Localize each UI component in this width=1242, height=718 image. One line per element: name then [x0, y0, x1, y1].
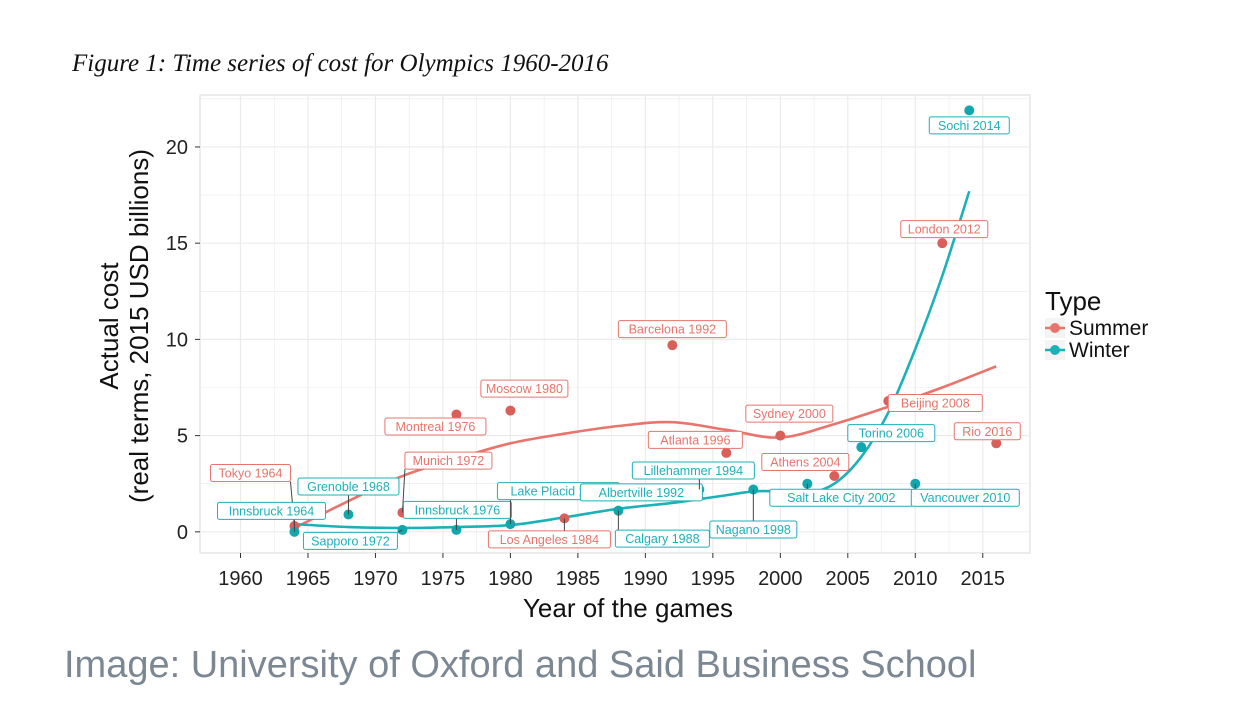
- legend-key-point: [1050, 345, 1060, 355]
- point-label: Los Angeles 1984: [500, 533, 599, 547]
- x-tick-label: 2005: [826, 568, 871, 590]
- point-label: Innsbruck 1964: [229, 504, 315, 518]
- legend-key-point: [1050, 323, 1060, 333]
- x-axis-title: Year of the games: [523, 593, 733, 623]
- point-label-box: [384, 417, 487, 436]
- legend-title: Type: [1045, 286, 1101, 316]
- point-label-box: [709, 520, 798, 539]
- point-label: Sapporo 1972: [311, 534, 390, 548]
- figure-title: Figure 1: Time series of cost for Olympi…: [72, 50, 609, 77]
- point-label-box: [647, 430, 743, 449]
- point-label: Montreal 1976: [395, 420, 475, 434]
- summer-point: [667, 340, 678, 351]
- point-label: Athens 2004: [770, 456, 840, 470]
- x-tick-label: 2015: [961, 568, 1006, 590]
- legend-entry-winter: Winter: [1069, 339, 1130, 362]
- summer-trend-line: [293, 365, 997, 530]
- point-label: Lillehammer 1994: [644, 464, 743, 478]
- point-label: Calgary 1988: [625, 532, 699, 546]
- point-label: Grenoble 1968: [307, 480, 390, 494]
- summer-point: [721, 447, 732, 458]
- point-label-box: [745, 404, 834, 423]
- summer-point: [505, 405, 516, 416]
- y-tick-label: 10: [166, 329, 188, 351]
- summer-point: [775, 430, 786, 441]
- point-label: Moscow 1980: [486, 382, 563, 396]
- point-label-box: [900, 220, 989, 239]
- point-label: Salt Lake City 2002: [787, 491, 895, 505]
- grid-lines: [200, 95, 1030, 553]
- x-tick-label: 2000: [758, 568, 803, 590]
- point-label-box: [887, 393, 983, 412]
- point-label-box: [928, 116, 1010, 135]
- point-label: Beijing 2008: [901, 396, 970, 410]
- point-labels: Tokyo 1964 Munich 1972 Montreal 1976 Moscow…: [209, 116, 1021, 550]
- summer-point: [451, 409, 462, 420]
- plot-panel: [199, 94, 1031, 554]
- point-label: Barcelona 1992: [629, 323, 717, 337]
- y-tick-label: 20: [166, 137, 188, 159]
- point-label: Rio 2016: [962, 425, 1012, 439]
- point-label: Sydney 2000: [753, 407, 826, 421]
- point-label: Atlanta 1996: [660, 433, 730, 447]
- y-tick-label: 5: [177, 426, 188, 448]
- point-label-box: [847, 424, 936, 443]
- point-label-box: [480, 379, 569, 398]
- point-label: Innsbruck 1976: [415, 503, 501, 517]
- axis-titles: Year of the games Actual cost (real terms,…: [94, 149, 733, 623]
- image-credit: Image: University of Oxford and Said Bus…: [64, 644, 977, 686]
- point-label-box: [297, 477, 400, 496]
- y-tick-label: 15: [166, 233, 188, 255]
- point-label-box: [209, 464, 291, 483]
- point-label: Albertville 1992: [599, 486, 685, 500]
- point-label-box: [761, 453, 850, 472]
- point-label: Munich 1972: [413, 454, 485, 468]
- x-tick-label: 1960: [218, 568, 263, 590]
- y-axis-title-line1: Actual cost: [94, 262, 124, 390]
- point-label-box: [579, 483, 703, 502]
- axis-ticks: 1960 1965 1970 1975 1980 1985 1990 1995 2000 2005…: [166, 137, 1005, 590]
- y-tick-label: 0: [177, 522, 188, 544]
- winter-point: [964, 105, 975, 116]
- point-label-box: [302, 531, 398, 550]
- point-label-box: [910, 488, 1020, 507]
- x-tick-label: 1985: [556, 568, 601, 590]
- point-label-box: [216, 501, 326, 520]
- x-tick-label: 1965: [286, 568, 331, 590]
- summer-point: [937, 238, 948, 249]
- summer-point: [991, 438, 1002, 449]
- point-label-box: [614, 529, 710, 548]
- point-label: Tokyo 1964: [219, 467, 283, 481]
- y-axis-title-line2: (real terms, 2015 USD billions): [124, 149, 154, 503]
- point-label-box: [631, 461, 755, 480]
- point-label-box: [617, 320, 727, 339]
- chart-svg: Tokyo 1964 Munich 1972 Montreal 1976 Moscow…: [94, 94, 1148, 623]
- x-tick-label: 1990: [623, 568, 668, 590]
- label-leader: [397, 529, 403, 533]
- point-label: London 2012: [908, 223, 981, 237]
- summer-point: [829, 471, 840, 482]
- point-label: Nagano 1998: [716, 523, 791, 537]
- point-label: Sochi 2014: [938, 119, 1001, 133]
- legend-entry-summer: Summer: [1069, 317, 1148, 340]
- point-label: Torino 2006: [859, 427, 924, 441]
- point-label-box: [402, 500, 512, 519]
- point-label-box: [953, 422, 1021, 441]
- x-tick-label: 1970: [353, 568, 398, 590]
- point-label-box: [404, 451, 493, 470]
- x-tick-label: 2010: [893, 568, 938, 590]
- x-tick-label: 1975: [421, 568, 466, 590]
- plot-background: [199, 94, 1031, 554]
- x-tick-label: 1995: [691, 568, 736, 590]
- x-tick-label: 1980: [488, 568, 533, 590]
- label-leader: [401, 469, 406, 513]
- winter-point: [856, 442, 867, 453]
- point-label: Vancouver 2010: [920, 491, 1010, 505]
- point-label-box: [487, 530, 611, 549]
